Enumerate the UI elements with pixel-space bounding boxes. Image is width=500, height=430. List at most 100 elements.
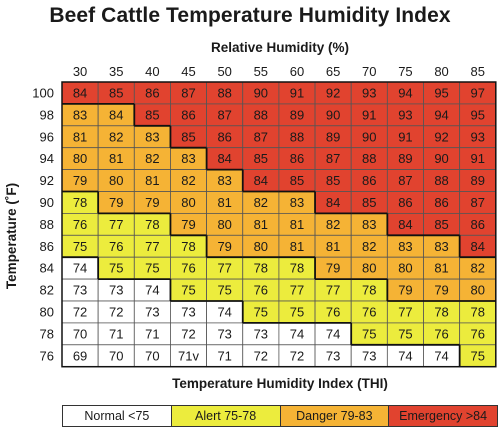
cell-value: 88 <box>217 85 231 100</box>
cell-value: 90 <box>326 107 340 122</box>
cell-value: 79 <box>73 173 87 188</box>
cell-value: 69 <box>73 348 87 363</box>
cell-value: 81 <box>434 261 448 276</box>
cell-value: 80 <box>181 195 195 210</box>
cell-value: 77 <box>109 217 123 232</box>
cell-value: 90 <box>254 85 268 100</box>
cell-value: 84 <box>470 239 484 254</box>
cell-value: 78 <box>254 261 268 276</box>
cell-value: 82 <box>254 195 268 210</box>
y-tick-label: 80 <box>40 304 54 319</box>
x-tick-label: 45 <box>181 64 195 79</box>
cell-value: 75 <box>362 326 376 341</box>
cell-value: 76 <box>434 326 448 341</box>
cell-value: 89 <box>470 173 484 188</box>
cell-value: 89 <box>398 151 412 166</box>
cell-value: 77 <box>398 304 412 319</box>
cell-value: 75 <box>398 326 412 341</box>
cell-value: 86 <box>145 85 159 100</box>
cell-value: 83 <box>434 239 448 254</box>
cell-value: 75 <box>254 304 268 319</box>
legend-item-alert: Alert 75-78 <box>171 406 281 426</box>
cell-value: 93 <box>470 129 484 144</box>
cell-value: 74 <box>73 261 87 276</box>
cell-value: 79 <box>326 261 340 276</box>
cell-value: 95 <box>470 107 484 122</box>
cell-value: 74 <box>290 326 304 341</box>
cell-value: 75 <box>73 239 87 254</box>
cell-value: 86 <box>181 107 195 122</box>
x-tick-label: 55 <box>254 64 268 79</box>
cell-value: 86 <box>217 129 231 144</box>
cell-value: 79 <box>217 239 231 254</box>
y-tick-label: 82 <box>40 283 54 298</box>
cell-value: 81 <box>290 239 304 254</box>
cell-value: 75 <box>145 261 159 276</box>
cell-value: 74 <box>398 348 412 363</box>
cell-value: 82 <box>109 129 123 144</box>
cell-value: 90 <box>362 129 376 144</box>
cell-value: 72 <box>290 348 304 363</box>
y-tick-label: 96 <box>40 129 54 144</box>
x-tick-label: 70 <box>362 64 376 79</box>
legend-item-normal: Normal <75 <box>63 406 172 426</box>
cell-value: 90 <box>434 151 448 166</box>
cell-value: 74 <box>434 348 448 363</box>
legend: Normal <75 Alert 75-78 Danger 79-83 Emergen… <box>62 405 498 427</box>
cell-value: 78 <box>145 217 159 232</box>
cell-value: 75 <box>109 261 123 276</box>
cell-value: 79 <box>109 195 123 210</box>
cell-value: 84 <box>326 195 340 210</box>
y-tick-label: 94 <box>40 151 54 166</box>
cell-value: 87 <box>181 85 195 100</box>
cell-value: 80 <box>254 239 268 254</box>
cell-value: 76 <box>73 217 87 232</box>
cell-value: 74 <box>326 326 340 341</box>
cell-value: 78 <box>434 304 448 319</box>
cell-value: 85 <box>254 151 268 166</box>
cell-value: 71 <box>109 326 123 341</box>
cell-value: 91 <box>362 107 376 122</box>
cell-value: 83 <box>362 217 376 232</box>
cell-value: 86 <box>362 173 376 188</box>
cell-value: 71 <box>217 348 231 363</box>
cell-value: 73 <box>217 326 231 341</box>
cell-value: 85 <box>362 195 376 210</box>
cell-value: 78 <box>181 239 195 254</box>
cell-value: 86 <box>290 151 304 166</box>
cell-value: 79 <box>398 283 412 298</box>
cell-value: 88 <box>362 151 376 166</box>
cell-value: 75 <box>181 283 195 298</box>
cell-value: 78 <box>470 304 484 319</box>
x-tick-label: 80 <box>434 64 448 79</box>
x-tick-label: 60 <box>290 64 304 79</box>
cell-value: 86 <box>470 217 484 232</box>
cell-value: 81 <box>326 239 340 254</box>
cell-value: 94 <box>434 107 448 122</box>
cell-value: 76 <box>326 304 340 319</box>
cell-value: 71 <box>145 326 159 341</box>
cell-value: 89 <box>326 129 340 144</box>
y-tick-label: 88 <box>40 217 54 232</box>
cell-value: 72 <box>181 326 195 341</box>
cell-value: 89 <box>290 107 304 122</box>
cell-value: 83 <box>290 195 304 210</box>
cell-value: 85 <box>145 107 159 122</box>
cell-value: 70 <box>145 348 159 363</box>
cell-value: 73 <box>73 283 87 298</box>
cell-value: 91 <box>470 151 484 166</box>
cell-value: 81 <box>217 195 231 210</box>
cell-value: 93 <box>362 85 376 100</box>
cell-value: 82 <box>326 217 340 232</box>
cell-value: 86 <box>434 195 448 210</box>
cell-value: 83 <box>217 173 231 188</box>
cell-value: 73 <box>109 283 123 298</box>
cell-value: 71v <box>178 348 199 363</box>
cell-value: 74 <box>145 283 159 298</box>
cell-value: 74 <box>217 304 231 319</box>
cell-value: 87 <box>217 107 231 122</box>
x-tick-label: 65 <box>326 64 340 79</box>
cell-value: 70 <box>73 326 87 341</box>
cell-value: 84 <box>398 217 412 232</box>
x-tick-label: 50 <box>217 64 231 79</box>
